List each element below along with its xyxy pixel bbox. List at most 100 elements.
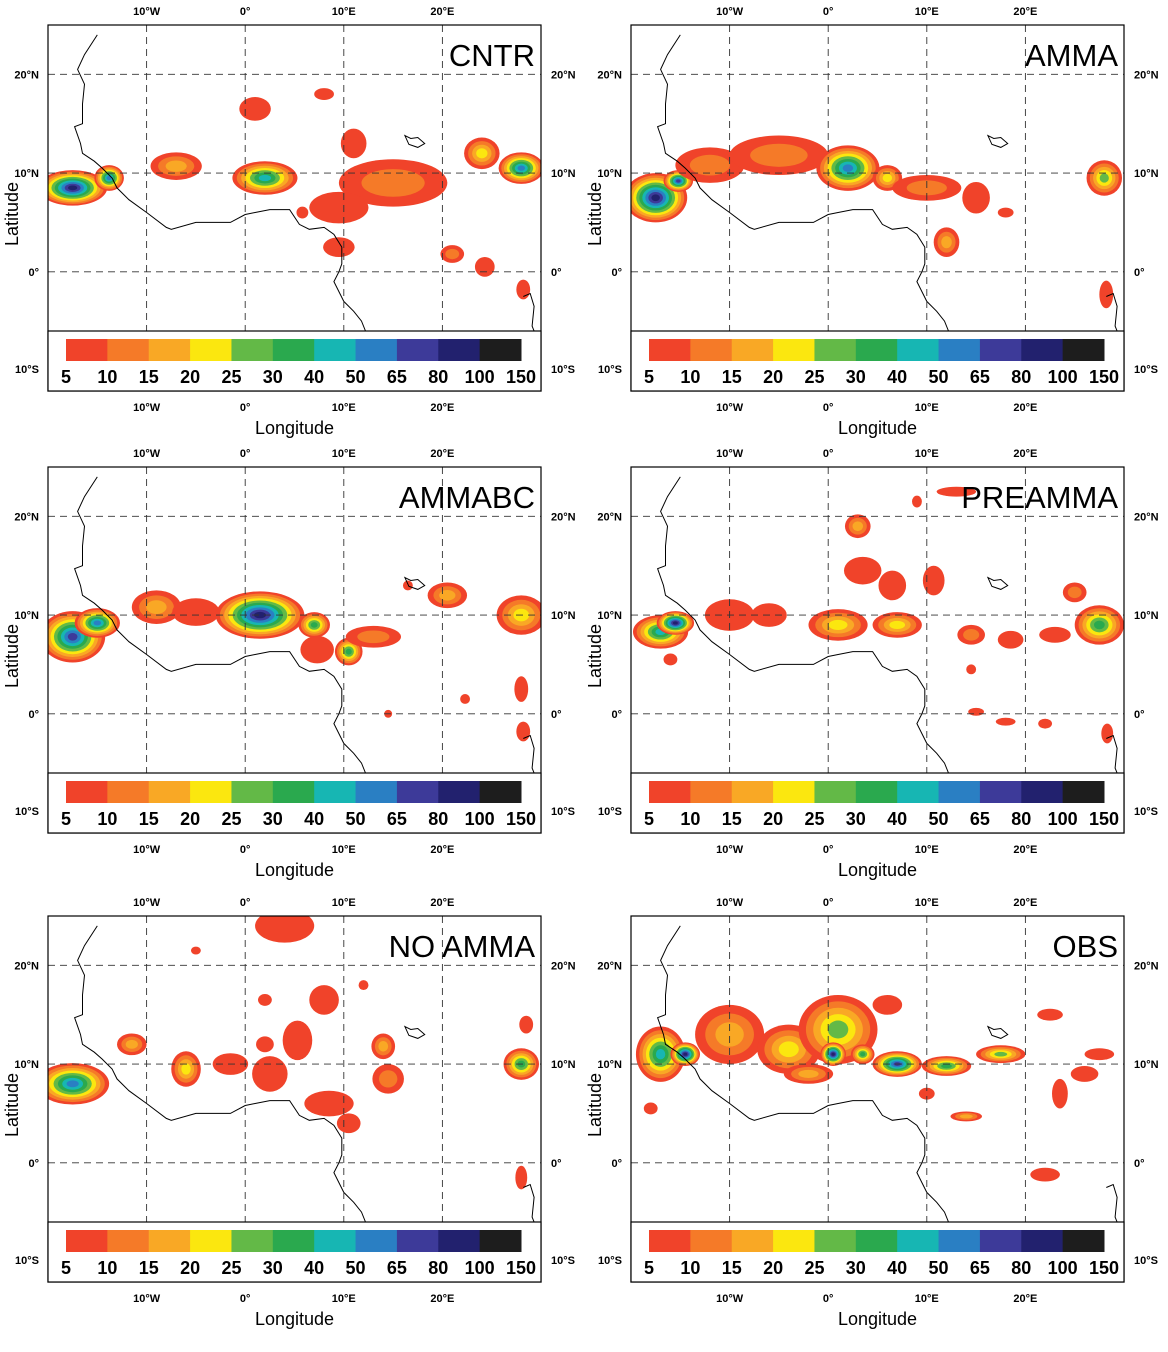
lon-tick-top: 10°E [332, 6, 356, 18]
colorbar-label: 10 [680, 1258, 700, 1278]
colorbar-swatch [773, 339, 815, 361]
precip-contour [918, 1087, 935, 1100]
precip-contour [1101, 723, 1114, 744]
colorbar-swatch [148, 339, 191, 361]
precip-contour [1099, 280, 1114, 309]
colorbar-swatch [231, 781, 274, 803]
precip-contour [172, 598, 220, 626]
lon-tick-bottom: 0° [823, 844, 834, 856]
colorbar-label: 10 [680, 809, 700, 829]
lon-tick-top: 0° [240, 6, 251, 18]
panel-title: CNTR [449, 38, 535, 73]
lake-outline [1106, 292, 1118, 331]
lon-tick-top: 0° [240, 897, 251, 909]
colorbar-label: 20 [180, 809, 200, 829]
precip-contour [309, 985, 339, 1015]
lon-tick-top: 0° [823, 897, 834, 909]
colorbar-label: 50 [346, 1258, 366, 1278]
colorbar-swatch [396, 781, 439, 803]
colorbar-label: 150 [506, 1258, 536, 1278]
y-axis-label: Latitude [2, 1073, 22, 1137]
precip-contour [882, 173, 893, 183]
precip-contour [997, 207, 1014, 218]
precip-contour [460, 694, 471, 704]
precip-contour [68, 185, 78, 191]
precip-contour [445, 248, 460, 260]
colorbar-label: 30 [846, 809, 866, 829]
precip-contour [889, 620, 906, 630]
lat-tick-left: 10°N [14, 168, 39, 180]
lat-tick-right: 20°N [1134, 960, 1159, 972]
colorbar-swatch [438, 781, 481, 803]
precip-contour [516, 721, 531, 742]
colorbar-label: 15 [139, 1258, 159, 1278]
colorbar-swatch [190, 339, 232, 361]
colorbar-swatch [938, 339, 981, 361]
colorbar-swatch [1062, 339, 1105, 361]
precip-contour [310, 622, 318, 628]
colorbar-label: 65 [387, 367, 407, 387]
colorbar-label: 65 [970, 1258, 990, 1278]
colorbar-swatch [897, 339, 940, 361]
x-axis-label: Longitude [838, 1309, 917, 1329]
precip-contour [1067, 586, 1082, 599]
precip-contour [66, 1080, 79, 1088]
lat-tick-left: 20°N [597, 511, 622, 523]
colorbar-swatch [396, 339, 439, 361]
colorbar-label: 65 [970, 367, 990, 387]
colorbar-label: 10 [680, 367, 700, 387]
lat-tick-left: 10°S [598, 1255, 622, 1267]
precip-contour [1093, 620, 1105, 630]
colorbar-swatch [855, 1230, 898, 1252]
lon-tick-bottom: 10°E [332, 844, 356, 856]
lat-tick-right: 0° [1134, 1158, 1145, 1170]
colorbar-label: 15 [722, 367, 742, 387]
colorbar-swatch [355, 781, 398, 803]
colorbar-swatch [731, 781, 774, 803]
coastline [73, 476, 366, 773]
lon-tick-top: 20°E [1013, 897, 1037, 909]
lon-tick-top: 10°E [915, 897, 939, 909]
colorbar-label: 65 [387, 1258, 407, 1278]
colorbar-label: 50 [929, 367, 949, 387]
colorbar-label: 30 [263, 809, 283, 829]
island-outline [986, 134, 1009, 148]
colorbar-swatch [66, 781, 108, 803]
precip-contour [358, 980, 369, 991]
colorbar-label: 50 [929, 1258, 949, 1278]
lat-tick-right: 10°N [551, 1059, 576, 1071]
lon-tick-top: 20°E [430, 6, 454, 18]
precip-contour [959, 1114, 973, 1119]
precip-contour [239, 97, 271, 121]
colorbar-swatch [66, 1230, 108, 1252]
island-outline [403, 134, 426, 148]
precip-contour [336, 1113, 361, 1134]
precip-contour [515, 1165, 528, 1190]
colorbar-swatch [731, 339, 774, 361]
coastline [656, 925, 949, 1222]
colorbar-swatch [66, 339, 108, 361]
precip-contour [778, 1041, 799, 1058]
y-axis-label: Latitude [585, 1073, 605, 1137]
lon-tick-top: 20°E [430, 448, 454, 460]
coastline [73, 34, 366, 331]
colorbar-label: 100 [1048, 367, 1078, 387]
map-area [48, 476, 541, 773]
precip-contour [827, 1020, 849, 1039]
lat-tick-right: 10°N [551, 168, 576, 180]
precip-contour [1037, 1008, 1063, 1021]
precip-contour [936, 486, 977, 497]
colorbar-swatch [814, 781, 857, 803]
colorbar-label: 10 [97, 809, 117, 829]
precip-contour [165, 160, 187, 172]
lat-tick-right: 20°N [551, 960, 576, 972]
lat-tick-left: 0° [611, 267, 622, 279]
colorbar-label: 100 [465, 367, 495, 387]
colorbar-swatch [938, 781, 981, 803]
lon-tick-bottom: 10°E [332, 1293, 356, 1305]
precip-contour [663, 653, 678, 666]
colorbar-swatch [438, 1230, 481, 1252]
lon-tick-bottom: 0° [240, 402, 251, 414]
colorbar-label: 20 [763, 367, 783, 387]
precip-contour [181, 1063, 191, 1075]
